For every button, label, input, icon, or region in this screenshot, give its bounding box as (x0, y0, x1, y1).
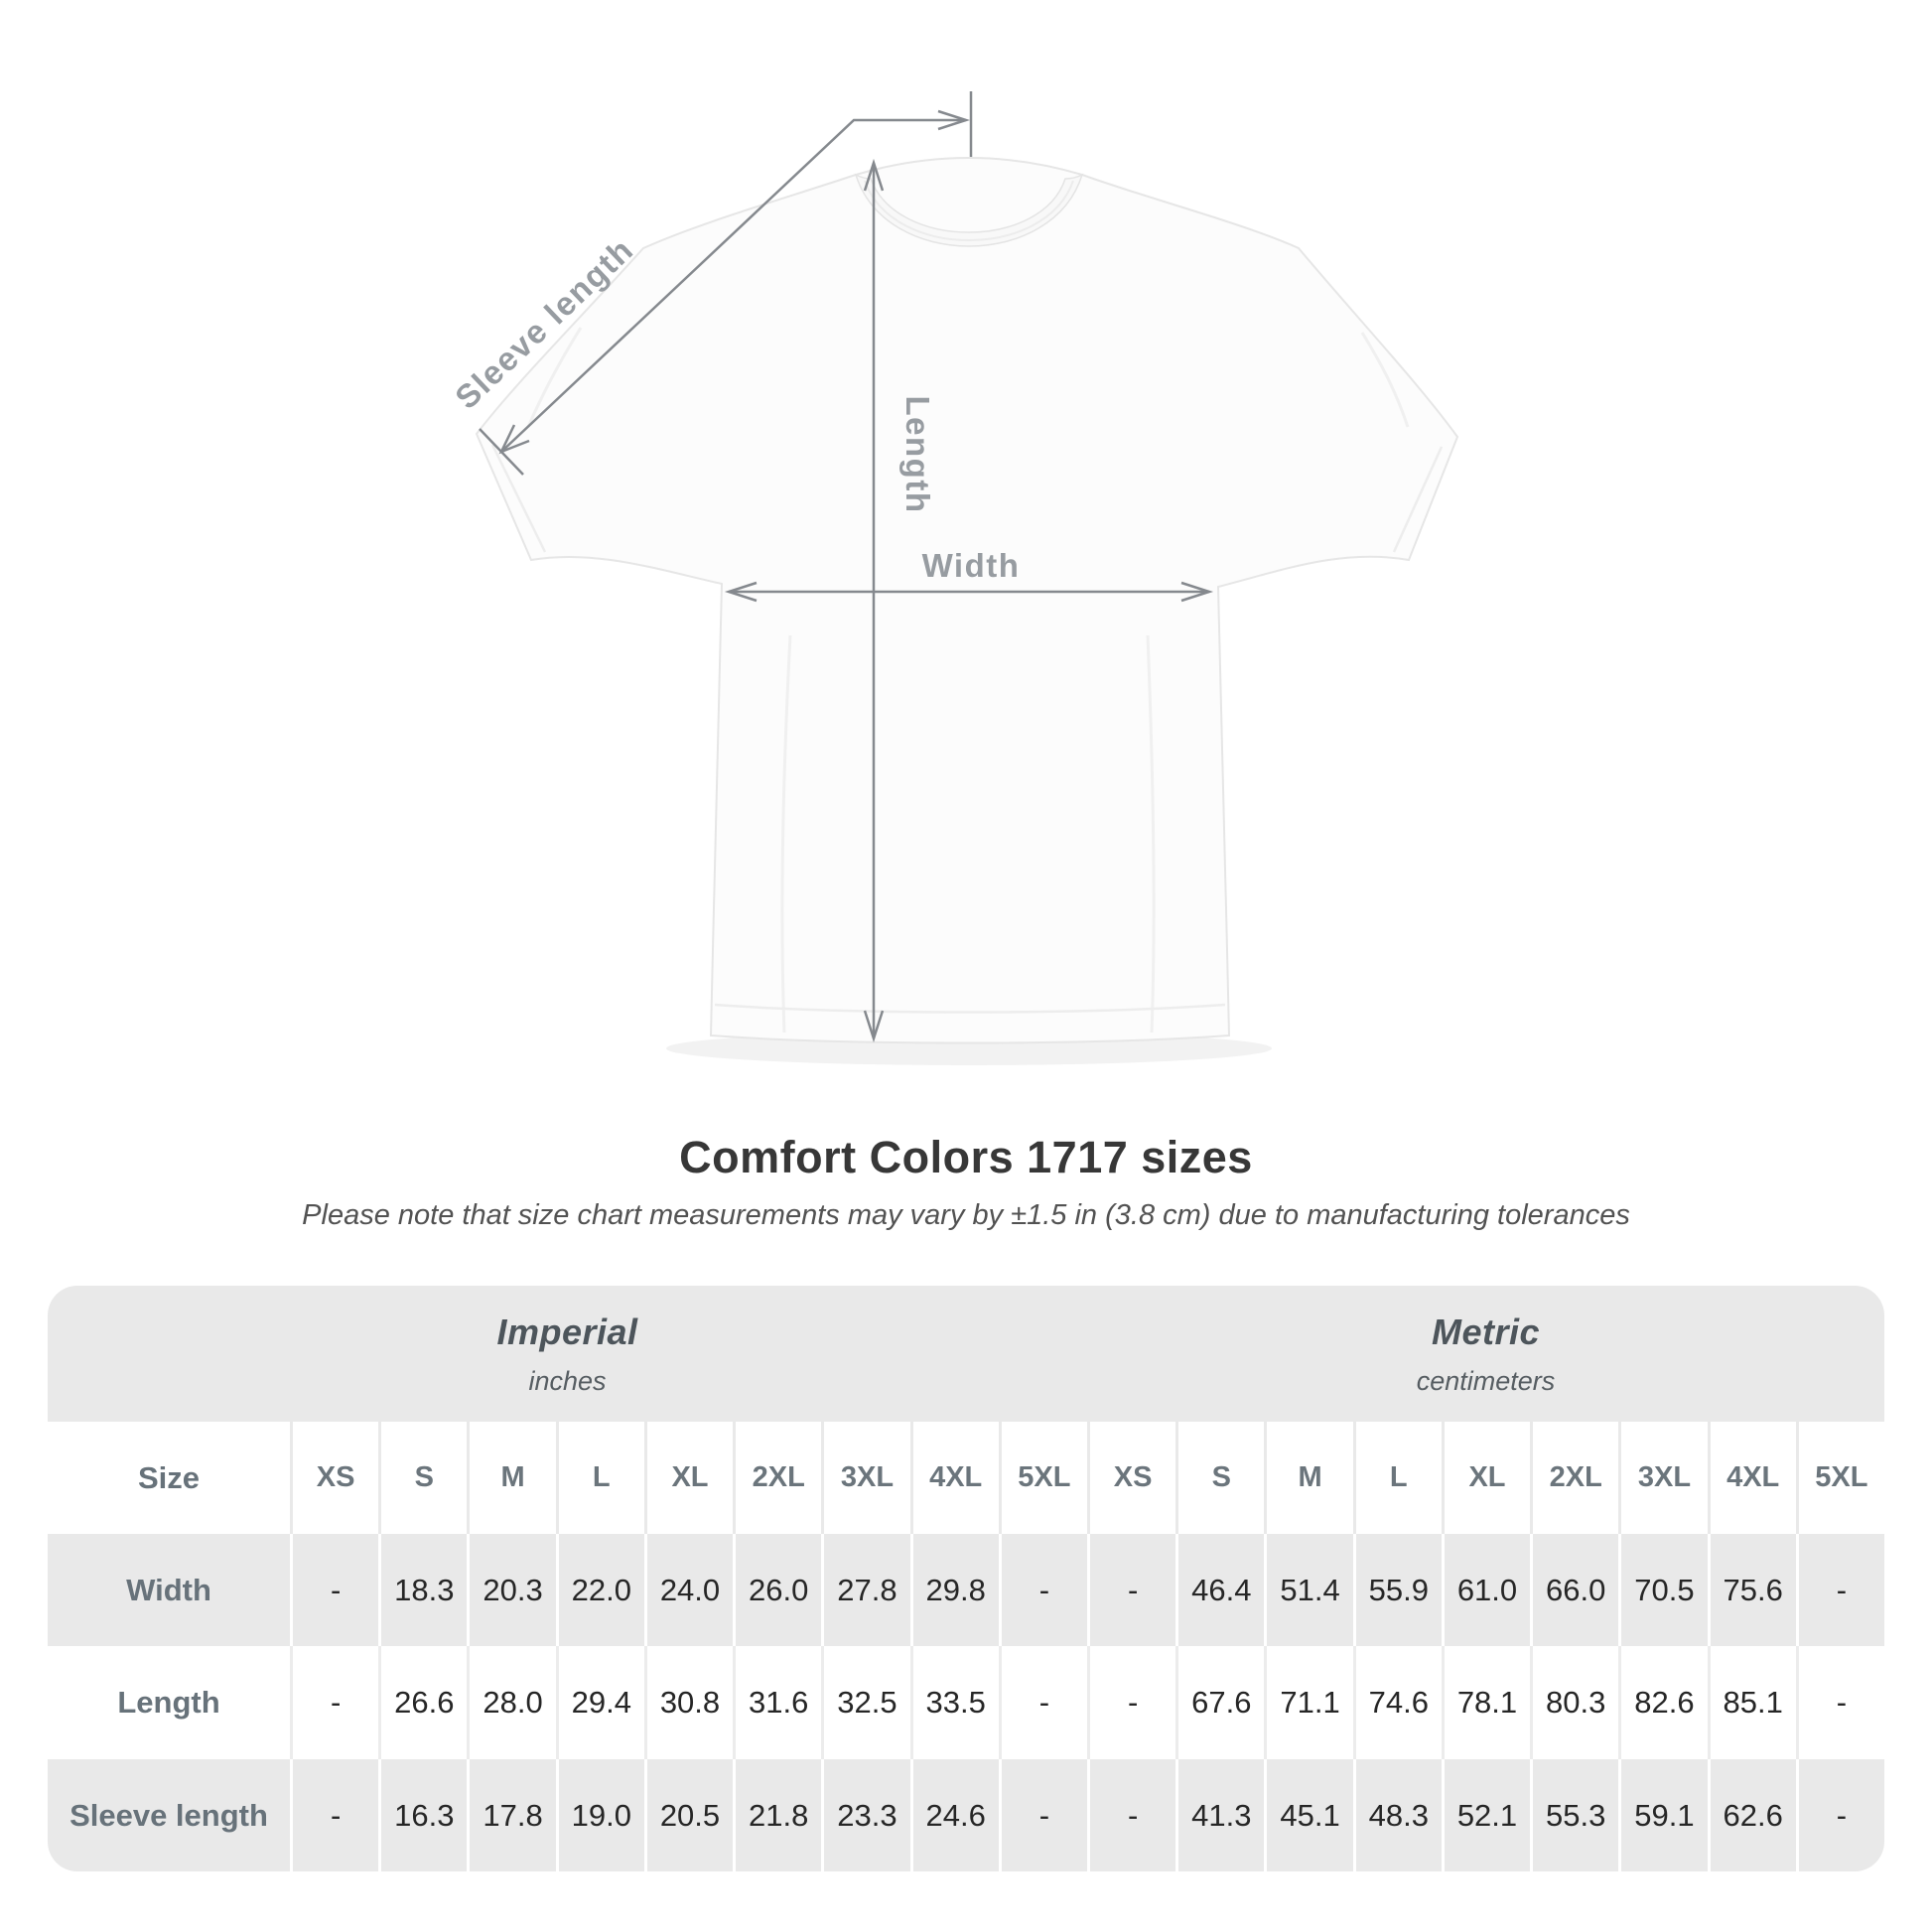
table-cell: 70.5 (1618, 1534, 1708, 1646)
fabric-folds (526, 327, 1410, 1034)
row-label-length: Length (48, 1646, 290, 1759)
hem-stitch (714, 1003, 1226, 1014)
table-cell: 24.0 (643, 1534, 734, 1646)
column-header: L (555, 1422, 644, 1534)
column-header: 2XL (733, 1422, 822, 1534)
column-header: XL (1441, 1422, 1531, 1534)
left-cuff-stitch (490, 444, 547, 553)
table-cell: 48.3 (1352, 1759, 1442, 1871)
table-cell: 66.0 (1530, 1534, 1619, 1646)
width-arrow (724, 581, 1214, 603)
table-cell: - (1795, 1646, 1884, 1759)
column-header: XS (1086, 1422, 1176, 1534)
table-cell: - (290, 1646, 379, 1759)
table-cell: 32.5 (821, 1646, 910, 1759)
column-header: XS (290, 1422, 379, 1534)
table-cell: 24.6 (909, 1759, 999, 1871)
table-cell: 29.4 (555, 1646, 644, 1759)
table-cell: 28.0 (467, 1646, 556, 1759)
column-header-size: Size (48, 1422, 290, 1534)
table-cell: - (998, 1534, 1087, 1646)
unit-band-imperial: Imperial inches (48, 1286, 1087, 1422)
table-cell: 29.8 (909, 1534, 999, 1646)
table-cell: - (290, 1759, 379, 1871)
column-header: 5XL (1795, 1422, 1884, 1534)
table-cell: - (290, 1534, 379, 1646)
unit-band-label: Imperial (496, 1311, 638, 1352)
column-header: M (1264, 1422, 1353, 1534)
table-cell: 16.3 (378, 1759, 468, 1871)
unit-band-label: Metric (1431, 1311, 1540, 1352)
table-cell: 85.1 (1707, 1646, 1796, 1759)
column-header: 2XL (1530, 1422, 1619, 1534)
length-arrow (863, 158, 885, 1043)
page-title: Comfort Colors 1717 sizes (679, 1132, 1253, 1182)
width-label: Width (922, 547, 1021, 584)
size-table: Imperial inches Metric centimeters Size … (48, 1286, 1884, 1871)
table-cell: 26.0 (733, 1534, 822, 1646)
table-cell: 46.4 (1175, 1534, 1265, 1646)
table-cell: 18.3 (378, 1534, 468, 1646)
column-header: XL (643, 1422, 734, 1534)
table-cell: 20.3 (467, 1534, 556, 1646)
column-header: 5XL (998, 1422, 1087, 1534)
table-cell: 61.0 (1441, 1534, 1531, 1646)
unit-band-sublabel: centimeters (1416, 1365, 1556, 1396)
column-header: 3XL (821, 1422, 910, 1534)
table-cell: - (1795, 1534, 1884, 1646)
column-header: 4XL (1707, 1422, 1796, 1534)
table-cell: 21.8 (733, 1759, 822, 1871)
right-cuff-stitch (1392, 446, 1444, 553)
table-cell: 59.1 (1618, 1759, 1708, 1871)
page-subtitle: Please note that size chart measurements… (302, 1199, 1630, 1231)
table-cell: 67.6 (1175, 1646, 1265, 1759)
table-cell: 71.1 (1264, 1646, 1353, 1759)
tshirt-measurement-diagram: Sleeve length Length Width (448, 91, 1459, 1065)
sleeve-length-arrow (479, 91, 973, 476)
table-cell: 31.6 (733, 1646, 822, 1759)
table-cell: - (998, 1759, 1087, 1871)
row-label-width: Width (48, 1534, 290, 1646)
table-cell: - (1086, 1534, 1176, 1646)
table-cell: 80.3 (1530, 1646, 1619, 1759)
table-cell: 55.9 (1352, 1534, 1442, 1646)
table-cell: 17.8 (467, 1759, 556, 1871)
table-cell: 33.5 (909, 1646, 999, 1759)
table-cell: 82.6 (1618, 1646, 1708, 1759)
table-cell: 52.1 (1441, 1759, 1531, 1871)
column-header: S (1175, 1422, 1265, 1534)
tshirt-body (475, 157, 1459, 1044)
table-cell: 20.5 (643, 1759, 734, 1871)
table-cell: - (1086, 1646, 1176, 1759)
length-label: Length (899, 396, 936, 514)
table-cell: 26.6 (378, 1646, 468, 1759)
column-header: S (378, 1422, 468, 1534)
table-cell: 23.3 (821, 1759, 910, 1871)
unit-band-sublabel: inches (528, 1365, 607, 1396)
unit-band-metric: Metric centimeters (1086, 1286, 1884, 1422)
column-header: L (1352, 1422, 1442, 1534)
table-cell: 45.1 (1264, 1759, 1353, 1871)
table-cell: 75.6 (1707, 1534, 1796, 1646)
table-cell: 22.0 (555, 1534, 644, 1646)
row-label-sleeve-length: Sleeve length (48, 1759, 290, 1871)
column-header: M (467, 1422, 556, 1534)
table-cell: - (1795, 1759, 1884, 1871)
table-cell: - (998, 1646, 1087, 1759)
table-cell: 51.4 (1264, 1534, 1353, 1646)
table-cell: 74.6 (1352, 1646, 1442, 1759)
table-cell: 41.3 (1175, 1759, 1265, 1871)
column-header: 4XL (909, 1422, 999, 1534)
table-cell: 55.3 (1530, 1759, 1619, 1871)
table-cell: 78.1 (1441, 1646, 1531, 1759)
table-cell: 27.8 (821, 1534, 910, 1646)
table-cell: - (1086, 1759, 1176, 1871)
table-cell: 62.6 (1707, 1759, 1796, 1871)
table-cell: 30.8 (643, 1646, 734, 1759)
table-cell: 19.0 (555, 1759, 644, 1871)
column-header: 3XL (1618, 1422, 1708, 1534)
collar-stitch (864, 180, 1074, 241)
